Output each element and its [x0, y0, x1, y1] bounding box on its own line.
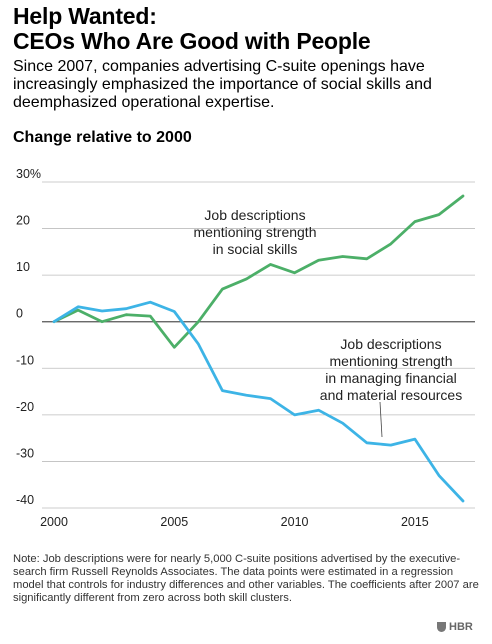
y-tick-label: -10 [16, 353, 34, 367]
chart-subtitle: Since 2007, companies advertising C-suit… [13, 58, 432, 111]
shield-icon [437, 622, 446, 632]
x-tick-label: 2005 [160, 515, 188, 529]
logo-text: HBR [449, 621, 473, 633]
y-tick-label: 10 [16, 260, 30, 274]
y-tick-label: -40 [16, 493, 34, 507]
x-tick-label: 2000 [40, 515, 68, 529]
y-tick-label: 0 [16, 307, 23, 321]
chart-label: Change relative to 2000 [13, 129, 192, 146]
x-tick-label: 2010 [281, 515, 309, 529]
annotation-leader-line [379, 401, 383, 438]
y-tick-label: 30% [16, 167, 41, 181]
hbr-logo: HBR [437, 621, 473, 633]
annotation-2-line: in managing financial [325, 370, 457, 386]
title-line-1: Help Wanted: [13, 3, 157, 29]
annotation-2-line: and material resources [320, 387, 462, 403]
annotation-1-line: Job descriptions [204, 207, 305, 223]
annotation-1-line: mentioning strength [194, 224, 317, 240]
y-tick-label: -30 [16, 446, 34, 460]
y-tick-label: -20 [16, 400, 34, 414]
y-tick-label: 20 [16, 214, 30, 228]
x-tick-label: 2015 [401, 515, 429, 529]
chart-title: Help Wanted: CEOs Who Are Good with Peop… [13, 4, 371, 54]
series-line-2 [52, 300, 465, 503]
annotation-2-line: mentioning strength [330, 353, 453, 369]
annotation-2-line: Job descriptions [340, 336, 441, 352]
chart-note: Note: Job descriptions were for nearly 5… [13, 553, 479, 604]
title-line-2: CEOs Who Are Good with People [13, 28, 371, 54]
series-line-1 [52, 194, 465, 349]
annotation-1-line: in social skills [213, 241, 298, 257]
